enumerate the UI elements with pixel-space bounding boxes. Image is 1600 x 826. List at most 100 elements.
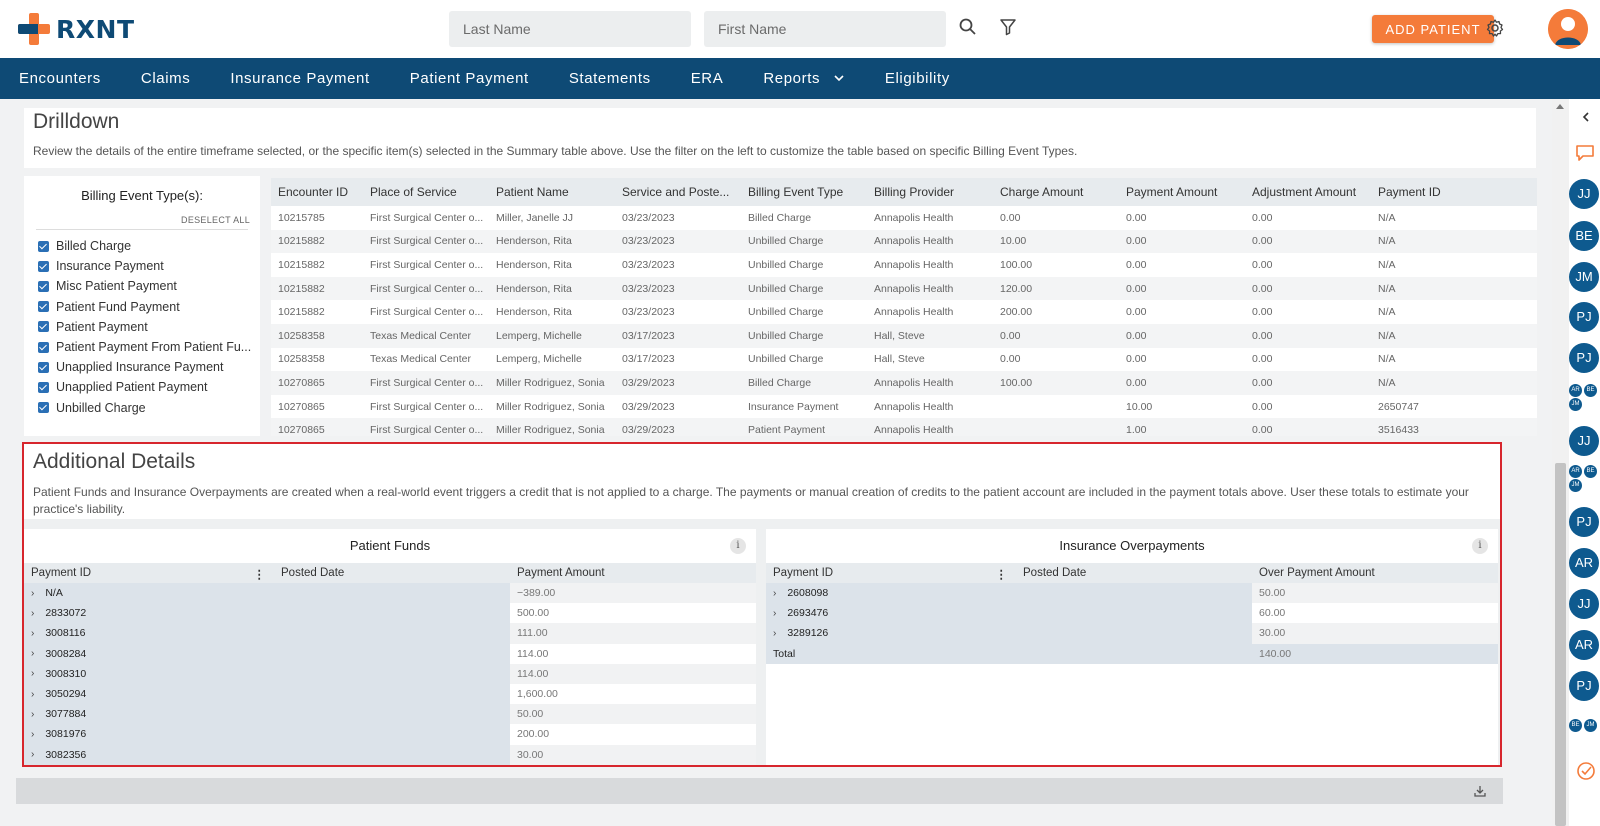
column-header[interactable]: Billing Event Type (748, 185, 844, 199)
column-header[interactable]: Charge Amount (1000, 185, 1084, 199)
filter-option[interactable]: Misc Patient Payment (24, 276, 260, 296)
user-badge[interactable]: PJ (1569, 671, 1599, 701)
filter-option[interactable]: Patient Fund Payment (24, 297, 260, 317)
checkbox-checked-icon[interactable] (38, 361, 49, 373)
column-header-payment-id[interactable]: Payment ID ⋮ (24, 567, 267, 581)
table-row[interactable]: › 3082356 30.00 (24, 744, 756, 765)
column-header[interactable]: Patient Name (496, 185, 569, 199)
scroll-up-arrow-icon[interactable] (1556, 104, 1564, 109)
nav-insurance-payment[interactable]: Insurance Payment (230, 70, 370, 87)
table-row[interactable]: 10270865 First Surgical Center o... Miller… (271, 395, 1537, 419)
mini-user-badge[interactable]: JM (1569, 398, 1582, 411)
expand-chevron-icon[interactable]: › (31, 668, 35, 680)
mini-user-badge[interactable]: BE (1569, 719, 1582, 732)
user-badge[interactable]: JJ (1569, 179, 1599, 209)
filter-option[interactable]: Unapplied Patient Payment (24, 377, 260, 397)
expand-chevron-icon[interactable]: › (31, 648, 35, 660)
expand-chevron-icon[interactable]: › (31, 708, 35, 720)
nav-encounters[interactable]: Encounters (19, 70, 101, 87)
table-row[interactable]: 10258358 Texas Medical Center Lemperg, Mic… (271, 323, 1537, 348)
column-menu-icon[interactable]: ⋮ (253, 569, 266, 581)
user-badge[interactable]: AR (1569, 548, 1599, 578)
table-row[interactable]: 10215785 First Surgical Center o... Miller… (271, 206, 1537, 230)
table-row[interactable]: › 2833072 500.00 (24, 603, 756, 624)
table-row[interactable]: › 2608098 50.00 (766, 583, 1498, 604)
filter-option[interactable]: Unapplied Insurance Payment (24, 357, 260, 377)
filter-icon[interactable] (998, 17, 1018, 37)
nav-eligibility[interactable]: Eligibility (884, 70, 950, 87)
table-row[interactable]: › N/A −389.00 (24, 583, 756, 604)
search-icon[interactable] (958, 17, 978, 37)
info-icon[interactable]: i (730, 538, 746, 554)
expand-chevron-icon[interactable]: › (31, 627, 35, 639)
chat-icon[interactable] (1574, 143, 1596, 163)
checkbox-checked-icon[interactable] (38, 280, 49, 292)
expand-chevron-icon[interactable]: › (31, 749, 35, 761)
add-patient-button[interactable]: ADD PATIENT (1372, 15, 1494, 43)
user-badge[interactable]: AR (1569, 630, 1599, 660)
checkbox-checked-icon[interactable] (38, 240, 49, 252)
table-row[interactable]: › 2693476 60.00 (766, 603, 1498, 624)
deselect-all-button[interactable]: DESELECT ALL (181, 215, 250, 225)
user-badge[interactable]: PJ (1569, 302, 1599, 332)
checkbox-checked-icon[interactable] (38, 381, 49, 393)
table-row[interactable]: 10270865 First Surgical Center o... Miller… (271, 418, 1537, 436)
column-header-payment-amount[interactable]: Payment Amount (517, 567, 605, 579)
table-row[interactable]: 10270865 First Surgical Center o... Miller… (271, 371, 1537, 395)
user-badge[interactable]: JJ (1569, 426, 1599, 456)
gear-icon[interactable] (1485, 18, 1505, 38)
table-row[interactable]: › 3008116 111.00 (24, 623, 756, 644)
nav-era[interactable]: ERA (690, 70, 724, 87)
table-row[interactable]: 10258358 Texas Medical Center Lemperg, Mic… (271, 348, 1537, 372)
column-header[interactable]: Payment Amount (1126, 185, 1218, 199)
scrollbar-thumb[interactable] (1555, 463, 1566, 826)
first-name-input[interactable] (704, 11, 946, 47)
expand-chevron-icon[interactable]: › (31, 688, 35, 700)
column-header-payment-id[interactable]: Payment ID ⋮ (766, 567, 1009, 581)
mini-user-badge[interactable]: AR (1569, 465, 1582, 478)
user-badge[interactable]: PJ (1569, 343, 1599, 373)
table-row[interactable]: 10215882 First Surgical Center o... Hender… (271, 253, 1537, 277)
column-header[interactable]: Place of Service (370, 185, 457, 199)
filter-option[interactable]: Unbilled Charge (24, 398, 260, 418)
nav-claims[interactable]: Claims (140, 70, 191, 87)
collapse-chevron-icon[interactable] (1581, 111, 1591, 123)
table-row[interactable]: › 3050294 1,600.00 (24, 683, 756, 705)
checkbox-checked-icon[interactable] (38, 260, 49, 272)
mini-user-badge[interactable]: BE (1584, 465, 1597, 478)
expand-chevron-icon[interactable]: › (773, 607, 777, 619)
column-header-over-payment-amount[interactable]: Over Payment Amount (1259, 567, 1375, 579)
column-header[interactable]: Payment ID (1378, 185, 1441, 199)
filter-option[interactable]: Insurance Payment (24, 256, 260, 276)
column-header[interactable]: Adjustment Amount (1252, 185, 1357, 199)
user-badge[interactable]: JJ (1569, 589, 1599, 619)
table-row[interactable]: › 3008284 114.00 (24, 643, 756, 664)
expand-chevron-icon[interactable]: › (773, 627, 777, 639)
nav-statements[interactable]: Statements (568, 70, 651, 87)
table-row[interactable]: › 3008310 114.00 (24, 663, 756, 684)
table-row[interactable]: › 3081976 200.00 (24, 724, 756, 745)
rxnt-logo[interactable]: RXNT (18, 13, 135, 45)
column-menu-icon[interactable]: ⋮ (995, 569, 1008, 581)
column-header-posted-date[interactable]: Posted Date (1023, 567, 1087, 579)
table-row[interactable]: › 3289126 30.00 (766, 623, 1498, 644)
expand-chevron-icon[interactable]: › (31, 728, 35, 740)
mini-user-badge[interactable]: JM (1584, 719, 1597, 732)
expand-chevron-icon[interactable]: › (31, 607, 35, 619)
mini-user-badge[interactable]: AR (1569, 384, 1582, 397)
table-row[interactable]: 10215882 First Surgical Center o... Hender… (271, 276, 1537, 301)
expand-chevron-icon[interactable]: › (31, 587, 35, 599)
download-icon[interactable] (1473, 784, 1487, 798)
expand-chevron-icon[interactable]: › (773, 587, 777, 599)
column-header-posted-date[interactable]: Posted Date (281, 567, 345, 579)
check-circle-icon[interactable] (1576, 761, 1596, 781)
user-badge[interactable]: PJ (1569, 507, 1599, 537)
user-avatar[interactable] (1548, 9, 1588, 49)
user-badge[interactable]: BE (1569, 221, 1599, 251)
checkbox-checked-icon[interactable] (38, 321, 49, 333)
last-name-input[interactable] (449, 11, 691, 47)
nav-reports[interactable]: Reports (743, 58, 865, 99)
filter-option[interactable]: Patient Payment From Patient Fu... (24, 337, 260, 357)
table-row[interactable]: › 3077884 50.00 (24, 704, 756, 725)
table-row[interactable]: 10215882 First Surgical Center o... Hender… (271, 229, 1537, 254)
